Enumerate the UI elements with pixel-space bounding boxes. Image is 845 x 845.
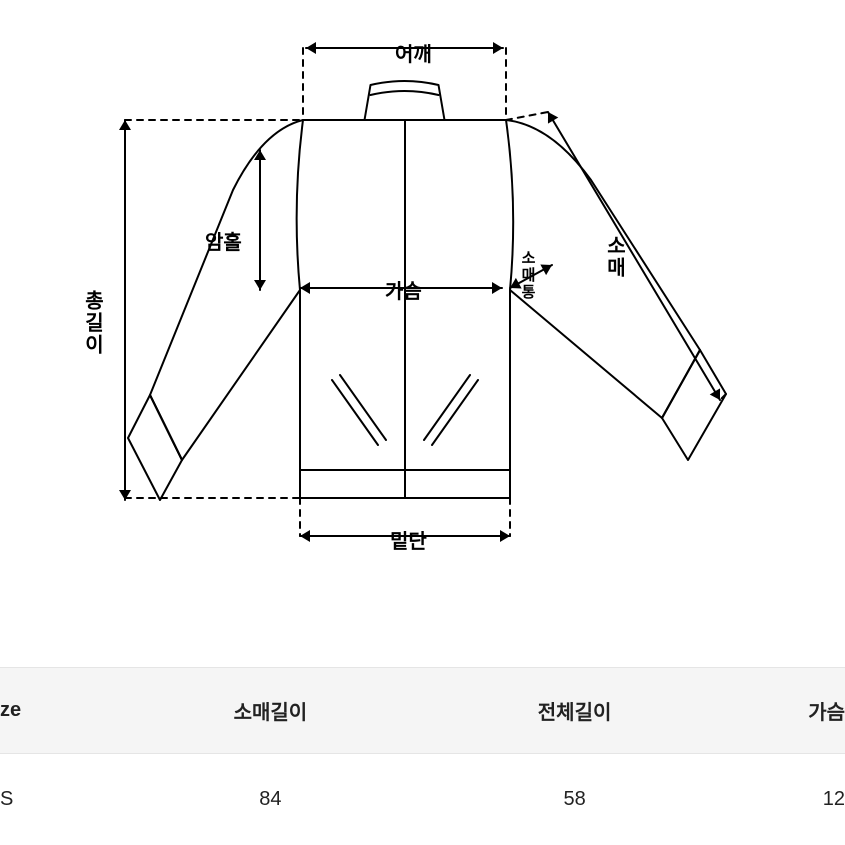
label-armhole: 암홀 [205, 226, 242, 255]
label-total-length: 총길이 [78, 290, 107, 356]
size-table: ze소매길이전체길이가슴 S845812 [0, 667, 845, 845]
label-shoulder: 어깨 [395, 38, 432, 67]
table-col-2: 전체길이 [422, 668, 726, 754]
table-col-3: 가슴 [727, 668, 845, 754]
table-col-0: ze [0, 668, 118, 754]
table-cell: S [0, 754, 118, 845]
label-sleeve-width: 소매통 [517, 250, 538, 301]
label-chest: 가슴 [385, 275, 422, 304]
table-row: S845812 [0, 754, 845, 845]
label-hem: 밑단 [390, 525, 427, 554]
label-sleeve: 소매 [600, 235, 629, 279]
table-col-1: 소매길이 [118, 668, 422, 754]
table-header-row: ze소매길이전체길이가슴 [0, 668, 845, 754]
table-cell: 84 [118, 754, 422, 845]
size-table-wrap: ze소매길이전체길이가슴 S845812 [0, 667, 845, 845]
table-cell: 58 [422, 754, 726, 845]
table-body: S845812 [0, 754, 845, 845]
table-cell: 12 [727, 754, 845, 845]
size-diagram: 어깨 암홀 총길이 가슴 소매통 소매 밑단 [0, 0, 845, 680]
